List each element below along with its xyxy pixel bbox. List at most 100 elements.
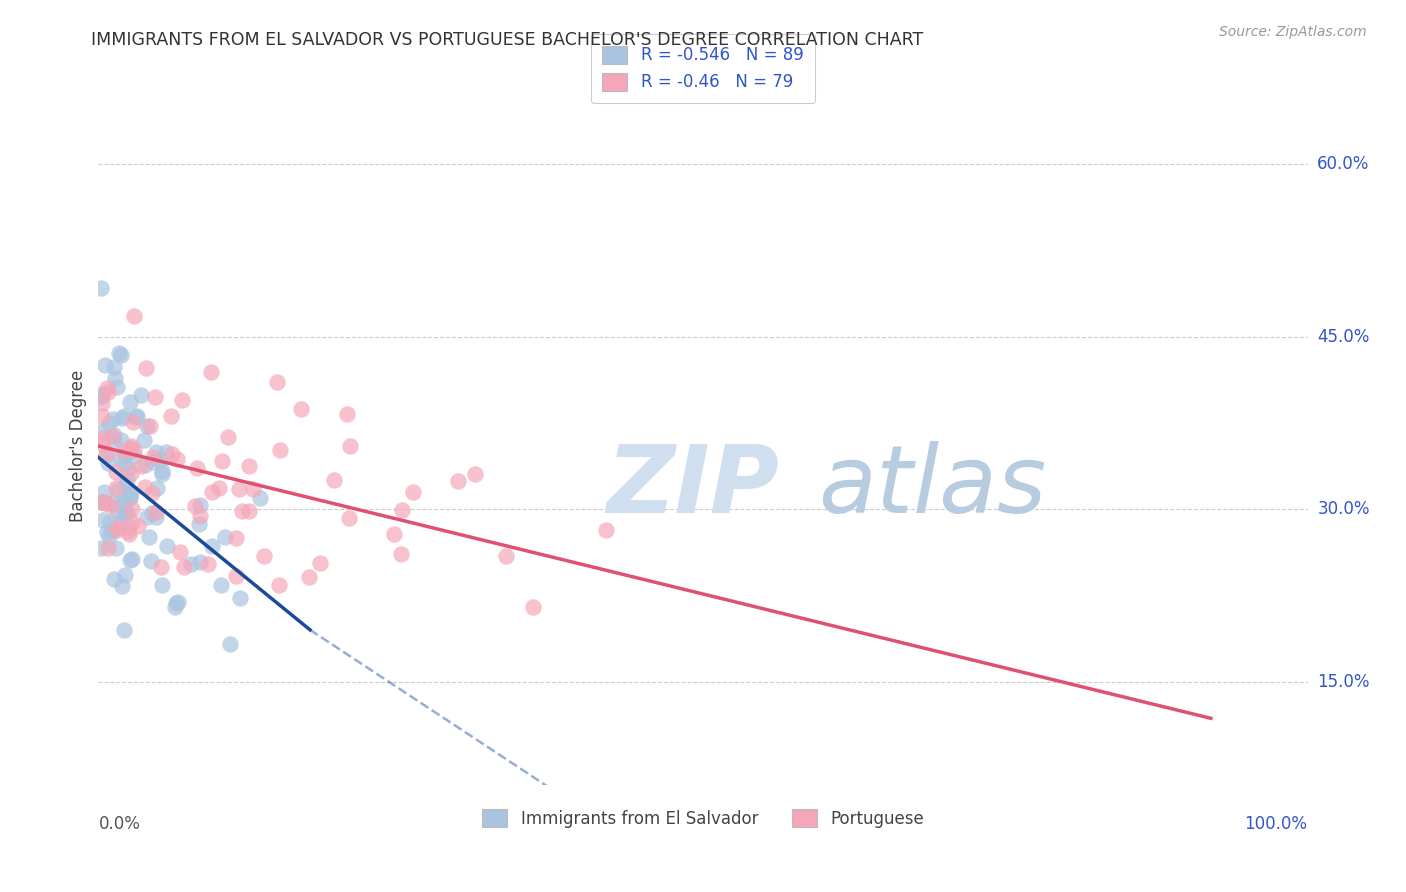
Point bbox=[107, 516, 129, 530]
Point bbox=[141, 506, 163, 520]
Point bbox=[101, 429, 124, 443]
Text: 15.0%: 15.0% bbox=[1317, 673, 1369, 690]
Point bbox=[127, 518, 149, 533]
Point bbox=[112, 508, 135, 522]
Point bbox=[114, 568, 136, 582]
Point bbox=[209, 578, 232, 592]
Point bbox=[112, 623, 135, 637]
Point bbox=[180, 557, 202, 571]
Point bbox=[129, 458, 152, 473]
Point bbox=[117, 461, 139, 475]
Point bbox=[201, 539, 224, 553]
Point bbox=[96, 524, 118, 539]
Point bbox=[156, 539, 179, 553]
Point bbox=[127, 409, 149, 424]
Point bbox=[93, 495, 115, 509]
Point bbox=[107, 346, 129, 360]
Point bbox=[595, 523, 617, 537]
Point bbox=[91, 437, 114, 451]
Point bbox=[118, 553, 141, 567]
Point bbox=[114, 448, 136, 462]
Point bbox=[120, 442, 142, 456]
Point bbox=[117, 524, 139, 539]
Point bbox=[117, 521, 139, 535]
Point bbox=[389, 548, 412, 562]
Point bbox=[91, 409, 114, 423]
Point bbox=[110, 450, 132, 465]
Point bbox=[101, 524, 124, 538]
Point bbox=[100, 496, 122, 510]
Point bbox=[107, 520, 129, 534]
Point bbox=[228, 482, 250, 496]
Point bbox=[115, 507, 138, 521]
Point bbox=[107, 483, 129, 497]
Point bbox=[122, 443, 145, 458]
Point bbox=[120, 484, 142, 499]
Point bbox=[98, 515, 121, 529]
Point bbox=[90, 387, 112, 401]
Point bbox=[166, 451, 188, 466]
Point bbox=[132, 433, 155, 447]
Point bbox=[160, 409, 183, 424]
Point bbox=[145, 510, 167, 524]
Point bbox=[91, 396, 114, 410]
Point bbox=[169, 544, 191, 558]
Y-axis label: Bachelor's Degree: Bachelor's Degree bbox=[69, 370, 87, 522]
Point bbox=[143, 390, 166, 404]
Point bbox=[125, 409, 148, 424]
Point bbox=[93, 358, 115, 372]
Point bbox=[97, 385, 120, 400]
Point bbox=[93, 484, 115, 499]
Point bbox=[149, 453, 172, 467]
Point bbox=[115, 507, 138, 521]
Point bbox=[522, 599, 544, 614]
Point bbox=[183, 499, 205, 513]
Point bbox=[96, 541, 118, 555]
Point bbox=[90, 495, 112, 509]
Point bbox=[211, 453, 233, 467]
Point bbox=[464, 467, 486, 481]
Point bbox=[200, 365, 222, 379]
Point bbox=[150, 467, 173, 482]
Point bbox=[266, 375, 288, 389]
Point bbox=[339, 439, 361, 453]
Point bbox=[238, 458, 260, 473]
Point bbox=[121, 515, 143, 529]
Point bbox=[103, 572, 125, 586]
Point bbox=[135, 419, 157, 434]
Point bbox=[173, 560, 195, 574]
Point bbox=[170, 393, 193, 408]
Text: 45.0%: 45.0% bbox=[1317, 328, 1369, 346]
Text: 30.0%: 30.0% bbox=[1317, 500, 1369, 518]
Point bbox=[111, 411, 134, 425]
Point bbox=[136, 510, 159, 524]
Point bbox=[105, 523, 128, 537]
Point bbox=[225, 531, 247, 545]
Point bbox=[101, 412, 124, 426]
Point bbox=[139, 554, 162, 568]
Text: atlas: atlas bbox=[818, 442, 1046, 533]
Point bbox=[112, 444, 135, 458]
Point bbox=[225, 569, 247, 583]
Point bbox=[145, 445, 167, 459]
Point bbox=[118, 491, 141, 505]
Point bbox=[97, 529, 120, 543]
Point bbox=[152, 464, 174, 478]
Point bbox=[495, 549, 517, 563]
Point bbox=[298, 570, 321, 584]
Text: Source: ZipAtlas.com: Source: ZipAtlas.com bbox=[1219, 25, 1367, 39]
Point bbox=[94, 496, 117, 510]
Point bbox=[110, 433, 132, 447]
Point bbox=[167, 595, 190, 609]
Point bbox=[308, 556, 330, 570]
Point bbox=[111, 579, 134, 593]
Point bbox=[201, 485, 224, 500]
Point bbox=[150, 578, 173, 592]
Point bbox=[186, 461, 208, 475]
Point bbox=[391, 503, 413, 517]
Point bbox=[121, 552, 143, 566]
Point bbox=[105, 481, 128, 495]
Point bbox=[134, 480, 156, 494]
Point bbox=[90, 281, 112, 295]
Point bbox=[253, 549, 276, 563]
